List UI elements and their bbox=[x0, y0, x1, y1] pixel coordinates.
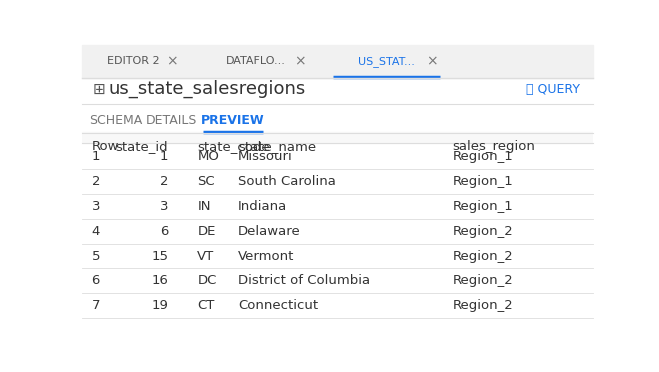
Text: state_name: state_name bbox=[238, 140, 316, 153]
Text: 16: 16 bbox=[152, 275, 168, 288]
Text: Region_2: Region_2 bbox=[453, 299, 513, 312]
Text: 3: 3 bbox=[92, 200, 100, 213]
Text: Region_2: Region_2 bbox=[453, 275, 513, 288]
Text: 1: 1 bbox=[92, 150, 100, 163]
Text: EDITOR 2: EDITOR 2 bbox=[107, 56, 159, 66]
Text: 2: 2 bbox=[159, 175, 168, 188]
Text: DC: DC bbox=[197, 275, 217, 288]
Text: South Carolina: South Carolina bbox=[238, 175, 336, 188]
Text: 2: 2 bbox=[92, 175, 100, 188]
Text: IN: IN bbox=[197, 200, 211, 213]
Text: Indiana: Indiana bbox=[238, 200, 287, 213]
Text: District of Columbia: District of Columbia bbox=[238, 275, 370, 288]
Text: state_code: state_code bbox=[197, 140, 270, 153]
Text: Vermont: Vermont bbox=[238, 250, 295, 263]
Text: Row: Row bbox=[92, 140, 119, 153]
Bar bbox=[82, 132, 593, 142]
Bar bbox=[82, 45, 593, 78]
Text: MO: MO bbox=[197, 150, 219, 163]
Text: Region_2: Region_2 bbox=[453, 250, 513, 263]
Text: ×: × bbox=[166, 54, 177, 68]
Text: Region_1: Region_1 bbox=[453, 150, 513, 163]
Text: 6: 6 bbox=[159, 225, 168, 238]
Text: 6: 6 bbox=[92, 275, 100, 288]
Text: Connecticut: Connecticut bbox=[238, 299, 318, 312]
Text: ×: × bbox=[426, 54, 438, 68]
Text: CT: CT bbox=[197, 299, 215, 312]
Text: SCHEMA: SCHEMA bbox=[89, 114, 142, 127]
Text: Delaware: Delaware bbox=[238, 225, 301, 238]
Text: 15: 15 bbox=[151, 250, 168, 263]
Text: 1: 1 bbox=[159, 150, 168, 163]
Text: PREVIEW: PREVIEW bbox=[201, 114, 265, 127]
Text: state_id: state_id bbox=[115, 140, 168, 153]
Text: 🔍 QUERY: 🔍 QUERY bbox=[527, 83, 581, 96]
Text: 4: 4 bbox=[92, 225, 100, 238]
Text: ×: × bbox=[294, 54, 305, 68]
Text: Missouri: Missouri bbox=[238, 150, 293, 163]
Text: 3: 3 bbox=[159, 200, 168, 213]
Text: VT: VT bbox=[197, 250, 215, 263]
Text: DE: DE bbox=[197, 225, 215, 238]
Text: sales_region: sales_region bbox=[453, 140, 536, 153]
Text: DETAILS: DETAILS bbox=[146, 114, 198, 127]
Text: Region_1: Region_1 bbox=[453, 175, 513, 188]
Text: 7: 7 bbox=[92, 299, 100, 312]
Text: 19: 19 bbox=[152, 299, 168, 312]
Text: SC: SC bbox=[197, 175, 215, 188]
Text: 5: 5 bbox=[92, 250, 100, 263]
Text: DATAFLO...: DATAFLO... bbox=[226, 56, 286, 66]
Text: Region_2: Region_2 bbox=[453, 225, 513, 238]
Text: US_STAT...: US_STAT... bbox=[358, 56, 415, 67]
Text: Region_1: Region_1 bbox=[453, 200, 513, 213]
Text: ⊞: ⊞ bbox=[92, 81, 105, 97]
Text: us_state_salesregions: us_state_salesregions bbox=[109, 80, 306, 98]
